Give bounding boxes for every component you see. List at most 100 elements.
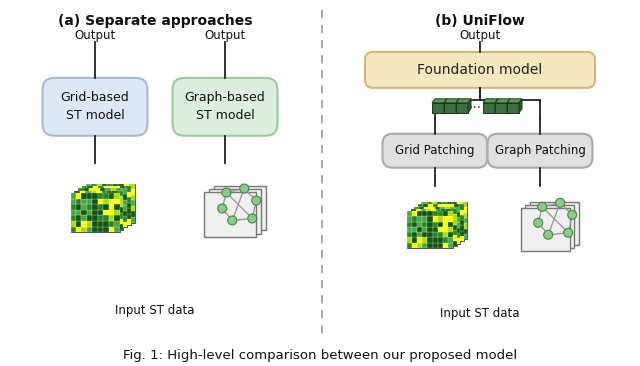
Bar	[113, 191, 118, 196]
Bar	[111, 205, 116, 211]
Bar	[433, 238, 438, 243]
Polygon shape	[468, 99, 471, 113]
Bar	[81, 204, 87, 210]
Bar	[80, 208, 85, 213]
Bar	[449, 215, 454, 220]
Text: Output: Output	[460, 29, 500, 42]
Bar	[429, 228, 435, 233]
Bar	[124, 189, 129, 195]
Bar	[530, 202, 579, 245]
Bar	[436, 202, 442, 208]
Bar	[92, 210, 98, 215]
Bar	[109, 219, 115, 225]
Bar	[109, 208, 115, 214]
Bar	[429, 233, 435, 238]
Bar	[78, 211, 84, 216]
Bar	[433, 231, 438, 236]
Bar	[450, 228, 455, 233]
Bar	[414, 207, 419, 212]
Bar	[454, 236, 459, 241]
Bar	[450, 207, 455, 212]
Bar	[422, 216, 428, 222]
Bar	[445, 223, 450, 228]
Bar	[446, 219, 451, 225]
Bar	[447, 228, 452, 234]
Bar	[116, 205, 122, 211]
Bar	[433, 216, 438, 222]
Bar	[431, 214, 436, 219]
Bar	[507, 103, 519, 113]
Bar	[414, 228, 419, 233]
Bar	[96, 208, 102, 213]
Bar	[102, 191, 107, 196]
Bar	[114, 221, 120, 227]
Bar	[435, 238, 440, 243]
Bar	[418, 204, 423, 210]
Bar	[76, 215, 81, 221]
Bar	[85, 213, 91, 219]
Bar	[100, 199, 106, 205]
Bar	[104, 191, 109, 197]
Bar	[91, 184, 97, 189]
Bar	[85, 208, 91, 213]
Bar	[103, 221, 109, 227]
Text: Graph-based
ST model: Graph-based ST model	[184, 91, 266, 122]
Bar	[459, 204, 464, 210]
Polygon shape	[495, 99, 498, 113]
Bar	[444, 103, 456, 113]
Bar	[419, 212, 424, 217]
Bar	[74, 213, 80, 219]
Bar	[436, 218, 442, 223]
Bar	[419, 207, 424, 212]
Bar	[107, 213, 113, 219]
Bar	[449, 204, 454, 210]
Bar	[454, 204, 459, 210]
FancyBboxPatch shape	[383, 134, 488, 168]
Bar	[429, 212, 435, 217]
Bar	[422, 243, 428, 248]
Bar	[125, 214, 131, 219]
Bar	[438, 204, 444, 210]
Bar	[81, 193, 87, 199]
Bar	[451, 225, 456, 230]
Circle shape	[240, 184, 249, 193]
Bar	[462, 223, 467, 228]
Bar	[91, 202, 96, 208]
Bar	[457, 223, 462, 228]
Bar	[433, 227, 438, 232]
Bar	[109, 203, 115, 208]
Bar	[70, 227, 76, 232]
Bar	[87, 227, 92, 232]
Bar	[124, 200, 129, 206]
Bar	[106, 216, 111, 222]
Bar	[97, 184, 102, 189]
Bar	[443, 238, 448, 243]
Bar	[459, 225, 464, 231]
Bar	[443, 211, 448, 216]
Bar	[411, 235, 416, 240]
Bar	[116, 211, 122, 216]
Bar	[411, 240, 416, 246]
Bar	[426, 209, 431, 214]
Bar	[76, 193, 81, 199]
Bar	[438, 225, 444, 231]
Bar	[422, 238, 428, 243]
Bar	[431, 219, 436, 225]
Bar	[109, 210, 114, 215]
Bar	[109, 214, 115, 219]
Bar	[454, 215, 459, 220]
Bar	[435, 217, 440, 223]
Bar	[421, 240, 426, 246]
Bar	[111, 216, 116, 222]
Bar	[426, 218, 431, 223]
Bar	[92, 193, 98, 199]
Bar	[416, 219, 421, 225]
Bar	[441, 225, 446, 230]
Bar	[449, 231, 454, 236]
Bar	[457, 208, 462, 213]
Bar	[76, 227, 81, 232]
Bar	[423, 236, 428, 241]
Bar	[446, 225, 451, 230]
Bar	[104, 219, 109, 225]
Bar	[80, 191, 85, 196]
